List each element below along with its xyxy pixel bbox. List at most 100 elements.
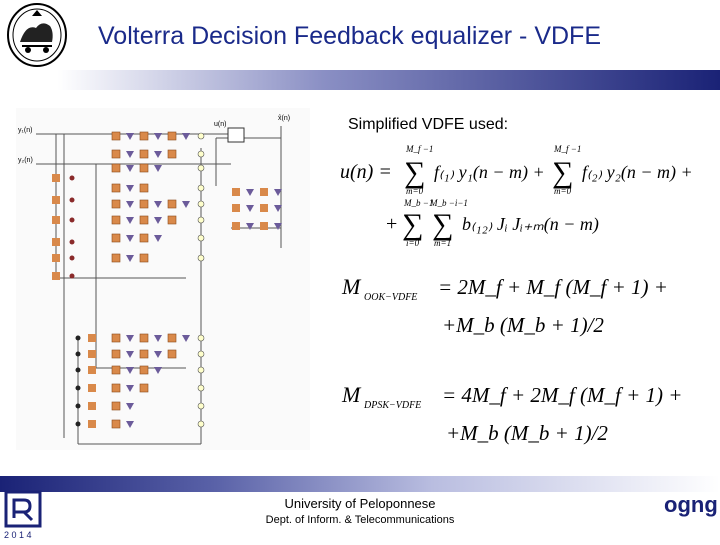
delay-block: [139, 199, 149, 209]
tap-node: [69, 217, 75, 223]
multiplier-triangle: [274, 189, 282, 196]
vdfe-circuit-figure: y₁(n) y₂(n) u(n) x̂(n): [18, 115, 290, 445]
m-ook-equation: M OOK−VDFE = 2M_f + M_f (M_f + 1) + +M_b…: [341, 274, 668, 337]
multiplier-triangle: [126, 217, 134, 224]
adder-node: [197, 402, 205, 410]
multiplier-triangle: [154, 217, 162, 224]
delay-block: [88, 350, 96, 358]
multiplier-triangle: [126, 185, 134, 192]
delay-block: [167, 215, 177, 225]
adder-node: [197, 132, 205, 140]
tap-node: [69, 255, 75, 261]
delay-block: [111, 131, 121, 141]
u-sum1-lower: m=0: [406, 186, 424, 196]
adder-node: [197, 216, 205, 224]
delay-block: [111, 419, 121, 429]
y2-label: y₂(n): [18, 157, 33, 164]
m-dpsk-rhs2: +M_b (M_b + 1)/2: [446, 421, 608, 445]
slide-subtitle: Simplified VDFE used:: [348, 116, 509, 133]
department-logo: 2 0 1 4: [2, 488, 46, 540]
delay-block: [260, 222, 268, 230]
u-sum2-upper: M_f −1: [553, 144, 581, 154]
delay-block: [139, 183, 149, 193]
delay-block: [167, 199, 177, 209]
department-name: Dept. of Inform. & Telecommunications: [265, 514, 455, 526]
m-ook-rhs1: = 2M_f + M_f (M_f + 1) +: [438, 275, 668, 299]
u-sum3-lower: i=0: [406, 238, 420, 248]
delay-block: [167, 333, 177, 343]
ogng-logo: ogng: [662, 490, 720, 540]
delay-block: [139, 163, 149, 173]
delay-block: [167, 349, 177, 359]
multiplier-triangle: [126, 201, 134, 208]
m-dpsk-lhs: M: [341, 382, 362, 407]
delay-block: [139, 333, 149, 343]
emblem-icon: [7, 3, 67, 67]
u-sum4-upper: M_b −i−1: [429, 198, 468, 208]
multiplier-triangle: [126, 165, 134, 172]
tap-node: [75, 351, 81, 357]
adder-node: [197, 200, 205, 208]
m-ook-rhs2: +M_b (M_b + 1)/2: [442, 313, 604, 337]
multiplier-triangle: [154, 335, 162, 342]
multiplier-triangle: [154, 351, 162, 358]
sum-symbol-4: ∑: [432, 208, 453, 241]
u-line2-prefix: +: [386, 213, 397, 235]
university-name: University of Peloponnese: [284, 496, 436, 511]
multiplier-triangle: [154, 367, 162, 374]
department-logo-icon: 2 0 1 4: [4, 490, 42, 540]
adder-node: [197, 234, 205, 242]
multiplier-triangle: [154, 133, 162, 140]
xhat-label: x̂(n): [278, 115, 290, 122]
multiplier-triangle: [182, 201, 190, 208]
multiplier-triangle: [126, 255, 134, 262]
multiplier-triangle: [126, 151, 134, 158]
delay-block: [167, 149, 177, 159]
multiplier-triangle: [246, 189, 254, 196]
adder-node: [197, 366, 205, 374]
delay-block: [52, 254, 60, 262]
multiplier-triangle: [182, 335, 190, 342]
delay-block: [111, 383, 121, 393]
delay-block: [88, 420, 96, 428]
university-emblem: [6, 2, 68, 68]
delay-block: [139, 349, 149, 359]
multiplier-triangle: [126, 335, 134, 342]
tap-node: [75, 335, 81, 341]
multiplier-triangle: [126, 351, 134, 358]
delay-block: [52, 272, 60, 280]
u-sum2-lower: m=0: [554, 186, 572, 196]
multiplier-triangle: [154, 235, 162, 242]
delay-block: [88, 366, 96, 374]
multiplier-triangle: [246, 205, 254, 212]
multiplier-triangle: [126, 385, 134, 392]
delay-block: [111, 163, 121, 173]
m-dpsk-rhs1: = 4M_f + 2M_f (M_f + 1) +: [442, 383, 682, 407]
multiplier-triangle: [182, 133, 190, 140]
u-equation: u(n) = M_f −1 ∑ m=0 f₍₁₎ y₁(n − m) + M_f…: [340, 144, 693, 248]
delay-block: [139, 149, 149, 159]
delay-block: [232, 204, 240, 212]
u-term1: f₍₁₎ y₁(n − m) +: [434, 162, 545, 183]
sum-symbol-2: ∑: [552, 156, 573, 189]
u-sum3-upper: M_b −1: [403, 198, 433, 208]
tap-node: [75, 421, 81, 427]
m-ook-lhs-sub: OOK−VDFE: [364, 292, 417, 303]
multiplier-triangle: [274, 223, 282, 230]
multiplier-triangle: [154, 165, 162, 172]
delay-block: [139, 215, 149, 225]
delay-block: [111, 183, 121, 193]
adder-node: [197, 384, 205, 392]
ogng-logo-icon: ogng: [664, 492, 718, 517]
adder-node: [197, 150, 205, 158]
delay-block: [260, 188, 268, 196]
delay-block: [111, 333, 121, 343]
m-dpsk-equation: M DPSK−VDFE = 4M_f + 2M_f (M_f + 1) + +M…: [341, 382, 682, 445]
delay-block: [139, 233, 149, 243]
adder-node: [197, 164, 205, 172]
u-lhs: u(n) =: [340, 161, 392, 183]
vdfe-block-diagram: y₁(n) y₂(n) u(n) x̂(n): [16, 108, 310, 450]
year-label: 2 0 1 4: [4, 530, 32, 540]
u-sum4-lower: m=1: [434, 238, 451, 248]
m-ook-lhs: M: [341, 274, 362, 299]
